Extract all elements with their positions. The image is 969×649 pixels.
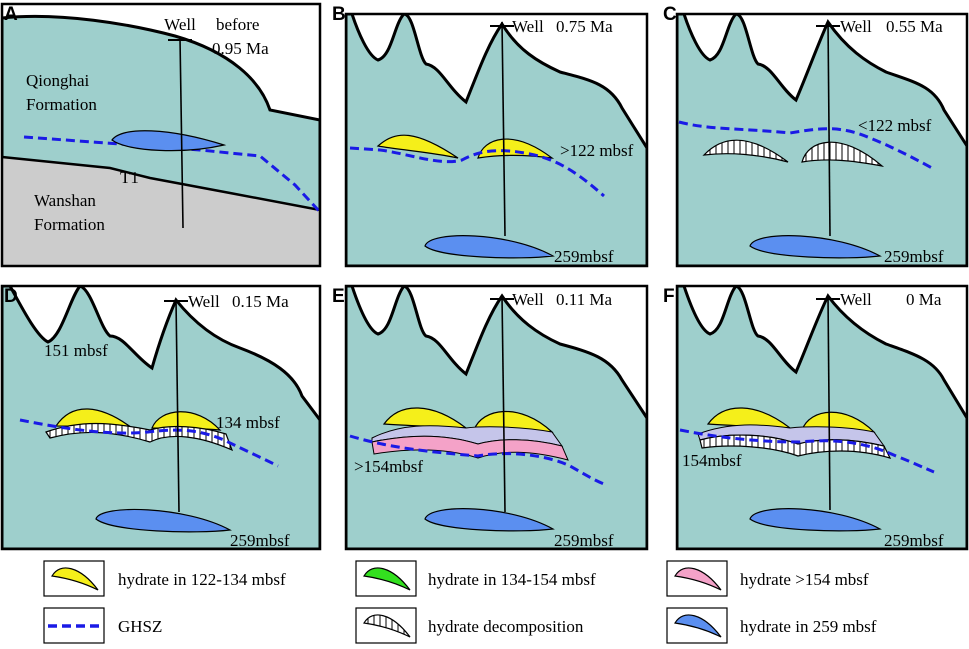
panel-f: Well 0 Ma 154mbsf 259mbsf F [663, 284, 969, 551]
well-line [179, 37, 184, 229]
panel-frame [675, 284, 969, 551]
legend-item-pink-hydrate: hydrate >154 mbsf [666, 560, 869, 597]
time-label: 0.55 Ma [886, 17, 943, 36]
well-line [175, 299, 180, 513]
ghsz-line [678, 120, 933, 170]
hydrate-layer-pink [371, 435, 569, 461]
legend-label: hydrate in 122-134 mbsf [118, 570, 286, 589]
legend-label: hydrate in 259 mbsf [740, 617, 877, 636]
depth-label: 134 mbsf [216, 413, 280, 432]
legend: hydrate in 122-134 mbsf hydrate in 134-1… [43, 560, 877, 644]
hydrate-lens-blue [111, 130, 227, 152]
legend-item-decomposition: hydrate decomposition [355, 607, 584, 644]
panel-e: Well 0.11 Ma >154mbsf 259mbsf E [332, 284, 649, 551]
well-label: Well [512, 17, 544, 36]
t1-boundary-line [2, 155, 320, 212]
legend-item-green-hydrate: hydrate in 134-154 mbsf [355, 560, 596, 597]
wanshan-formation-label-2: Formation [34, 215, 105, 234]
ghsz-line [349, 146, 605, 198]
hydrate-lens-blue [749, 508, 882, 532]
qionghai-formation-label: Qionghai [26, 71, 90, 90]
time-label-line2: 0.95 Ma [212, 39, 269, 58]
ghsz-line [23, 135, 320, 214]
wanshan-formation-label: Wanshan [34, 191, 96, 210]
panel-frame [0, 2, 322, 268]
panel-letter: A [4, 4, 18, 25]
panel-frame [344, 284, 649, 551]
well-label: Well [512, 290, 544, 309]
hydrate-lens-decomposition [801, 141, 885, 168]
hydrate-lens-decomposition [699, 434, 892, 459]
hydrate-lens-blue [95, 508, 232, 533]
hydrate-lens-blue [424, 235, 555, 259]
ghsz-line [349, 434, 605, 486]
sediment-area [677, 14, 967, 266]
panel-letter: D [4, 286, 18, 307]
panel-letter: B [332, 4, 346, 25]
t1-label: T1 [120, 168, 139, 187]
legend-item-deep-hydrate: hydrate in 259 mbsf [666, 607, 877, 644]
legend-swatch-green-lens [363, 567, 411, 591]
depth-label: <122 mbsf [858, 116, 932, 135]
time-label: 0 Ma [906, 290, 942, 309]
legend-label: hydrate in 134-154 mbsf [428, 570, 596, 589]
depth-label: >154mbsf [354, 457, 423, 476]
panel-frame [675, 12, 969, 268]
hydrate-lens-yellow [376, 134, 459, 159]
qionghai-formation-label-2: Formation [26, 95, 97, 114]
legend-swatch-hatched-lens [363, 614, 411, 638]
hydrate-lens-decomposition [702, 139, 789, 163]
time-label: 0.11 Ma [556, 290, 612, 309]
legend-item-yellow-hydrate: hydrate in 122-134 mbsf [43, 560, 286, 597]
well-label: Well [840, 290, 872, 309]
panel-d: Well 0.15 Ma 151 mbsf 134 mbsf 259mbsf D [0, 284, 322, 551]
well-label: Well [164, 15, 196, 34]
well-line [827, 21, 831, 237]
well-line [827, 295, 831, 511]
panel-letter: F [663, 286, 675, 307]
well-line [501, 295, 506, 513]
well-line [501, 21, 506, 237]
legend-label: GHSZ [118, 617, 162, 636]
legend-swatch-yellow-lens [51, 567, 99, 591]
depth-label: >122 mbsf [560, 141, 634, 160]
ghsz-line [19, 418, 279, 468]
panel-frame [344, 12, 649, 268]
deep-hydrate-label: 259mbsf [230, 531, 290, 550]
hydrate-lens-blue [749, 235, 882, 259]
time-label: 0.15 Ma [232, 292, 289, 311]
panel-c: Well 0.55 Ma <122 mbsf 259mbsf C [663, 4, 969, 268]
legend-label: hydrate >154 mbsf [740, 570, 869, 589]
well-label: Well [188, 292, 220, 311]
deep-hydrate-label: 259mbsf [884, 247, 944, 266]
legend-item-ghsz: GHSZ [43, 607, 162, 644]
well-label: Well [840, 17, 872, 36]
legend-label: hydrate decomposition [428, 617, 584, 636]
ghsz-line [679, 428, 935, 474]
depth-label: 154mbsf [682, 451, 742, 470]
time-label: 0.75 Ma [556, 17, 613, 36]
panel-letter: C [663, 4, 677, 25]
deep-hydrate-label: 259mbsf [884, 531, 944, 550]
hydrate-lens-blue [424, 508, 555, 532]
deep-hydrate-label: 259mbsf [554, 531, 614, 550]
deep-hydrate-label: 259mbsf [554, 247, 614, 266]
legend-swatch-blue-lens [674, 614, 722, 638]
panel-b: Well 0.75 Ma >122 mbsf 259mbsf B [332, 4, 649, 268]
time-label-line1: before [216, 15, 259, 34]
panel-letter: E [332, 286, 345, 307]
legend-swatch-pink-lens [674, 567, 722, 591]
panel-frame [0, 284, 322, 551]
seafloor-depth-label: 151 mbsf [44, 341, 108, 360]
panel-a: Well before 0.95 Ma Qionghai Formation T… [0, 2, 322, 268]
wanshan-formation-area [2, 157, 320, 266]
